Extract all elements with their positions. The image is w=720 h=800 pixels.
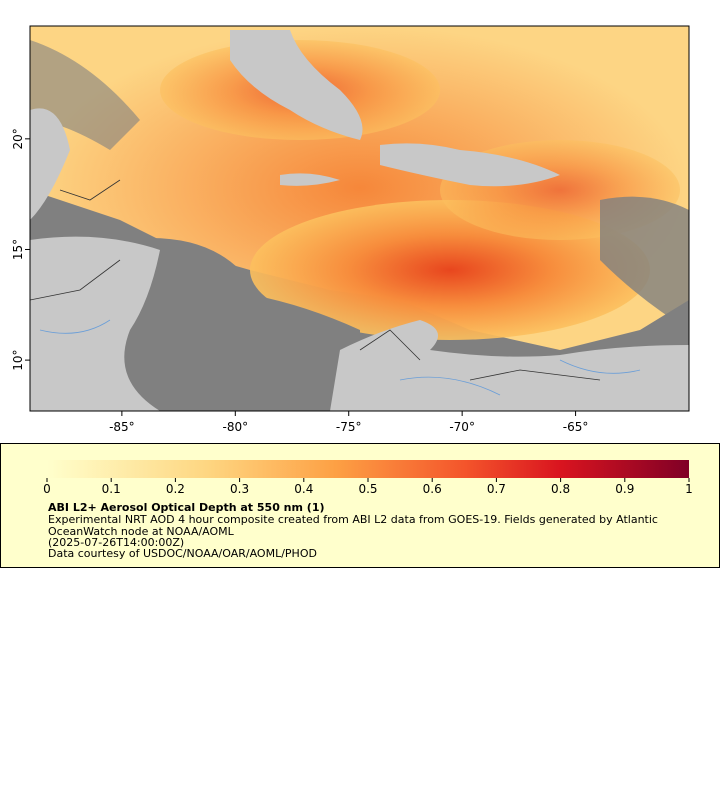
- lat-tick-label: 10°: [11, 349, 25, 370]
- lon-tick-label: -70°: [449, 420, 475, 434]
- colorbar-tick-label: 0.5: [358, 482, 377, 496]
- colorbar-ramp: [47, 460, 689, 478]
- colorbar-tick-label: 0.2: [166, 482, 185, 496]
- colorbar-tick-label: 1: [685, 482, 693, 496]
- map-frame: [29, 25, 690, 412]
- legend-description: Experimental NRT AOD 4 hour composite cr…: [48, 513, 658, 538]
- legend-credit: Data courtesy of USDOC/NOAA/OAR/AOML/PHO…: [48, 547, 317, 560]
- map: -85° -80° -75° -70° -65° 10° 15° 20°: [11, 25, 690, 434]
- colorbar-tick-label: 0.9: [615, 482, 634, 496]
- lon-tick-label: -80°: [222, 420, 248, 434]
- colorbar: 0 0.1 0.2 0.3 0.4 0.5 0.6 0.7 0.8 0.9 1: [43, 460, 693, 496]
- lon-tick-label: -75°: [336, 420, 362, 434]
- colorbar-tick-label: 0.1: [102, 482, 121, 496]
- lat-tick-label: 15°: [11, 239, 25, 260]
- legend-title: ABI L2+ Aerosol Optical Depth at 550 nm …: [48, 501, 325, 514]
- colorbar-tick-label: 0.8: [551, 482, 570, 496]
- colorbar-tick-label: 0: [43, 482, 51, 496]
- colorbar-tick-label: 0.6: [423, 482, 442, 496]
- lat-tick-label: 20°: [11, 128, 25, 149]
- colorbar-tick-label: 0.7: [487, 482, 506, 496]
- colorbar-tick-label: 0.4: [294, 482, 313, 496]
- legend-time: (2025-07-26T14:00:00Z): [48, 536, 185, 549]
- colorbar-tick-label: 0.3: [230, 482, 249, 496]
- lon-tick-label: -85°: [109, 420, 135, 434]
- lon-tick-label: -65°: [563, 420, 589, 434]
- map-image: [30, 26, 689, 411]
